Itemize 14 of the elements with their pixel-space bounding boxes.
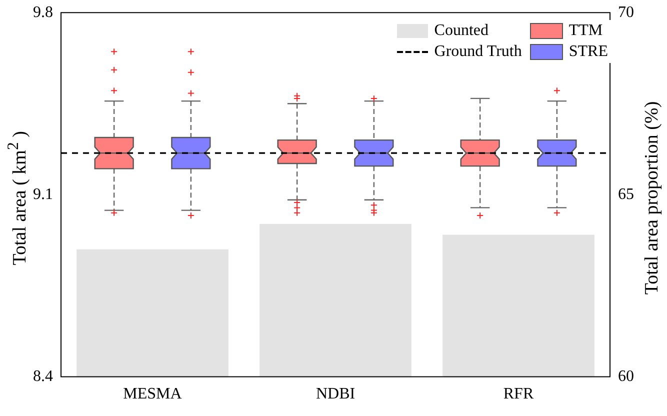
y-tick-label: 9.8 xyxy=(33,4,53,21)
y-tick-label: 8.4 xyxy=(33,368,53,386)
x-tick-label: NDBI xyxy=(316,386,356,403)
legend-label: STRE xyxy=(568,43,608,61)
legend-label: Counted xyxy=(434,22,489,40)
x-tick-label: RFR xyxy=(503,386,534,403)
x-tick-label: MESMA xyxy=(123,386,182,403)
y2-tick-label: 65 xyxy=(618,186,634,203)
legend-label: Ground Truth xyxy=(434,43,522,61)
legend-label: TTM xyxy=(568,22,603,40)
y2-tick-label: 60 xyxy=(618,368,634,386)
y-tick-label: 9.1 xyxy=(33,186,53,203)
y2-tick-label: 70 xyxy=(618,4,634,21)
y2-axis-title: Total area proportion (%) xyxy=(641,101,664,295)
